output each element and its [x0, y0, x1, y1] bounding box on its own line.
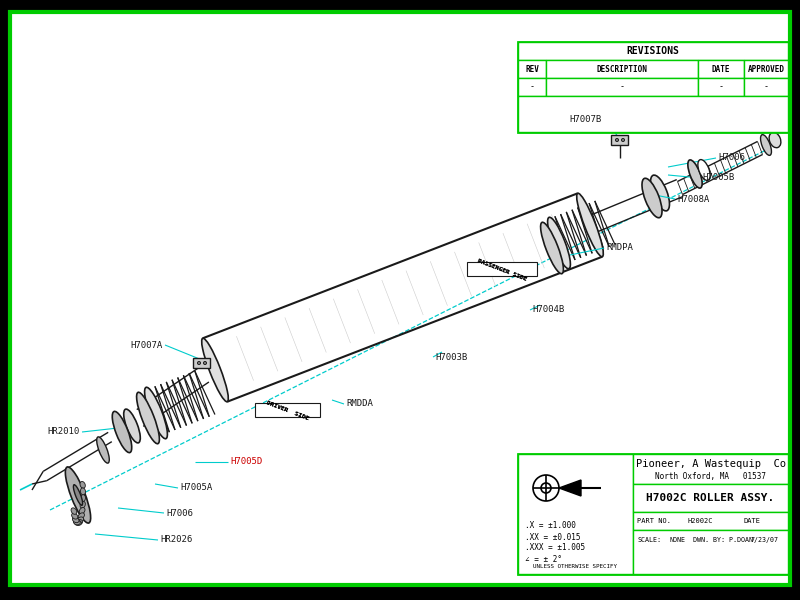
Ellipse shape — [761, 134, 771, 155]
Text: -: - — [619, 82, 625, 91]
Ellipse shape — [74, 485, 82, 505]
Ellipse shape — [615, 139, 618, 142]
Text: H7007B: H7007B — [570, 115, 602, 124]
Text: DATE: DATE — [743, 518, 760, 524]
FancyBboxPatch shape — [744, 60, 788, 78]
Polygon shape — [193, 358, 210, 368]
Ellipse shape — [81, 494, 86, 502]
FancyBboxPatch shape — [518, 454, 788, 574]
Text: H7005B: H7005B — [702, 173, 734, 182]
Text: RMDDA: RMDDA — [346, 400, 373, 409]
Text: .XX = ±0.015: .XX = ±0.015 — [525, 533, 581, 541]
Ellipse shape — [203, 361, 206, 364]
Text: H7003B: H7003B — [435, 352, 467, 361]
Text: H7008A: H7008A — [677, 194, 710, 203]
Ellipse shape — [202, 338, 228, 402]
Text: H7007A: H7007A — [130, 340, 163, 349]
Ellipse shape — [78, 513, 85, 519]
Polygon shape — [559, 480, 581, 496]
Text: -: - — [530, 82, 534, 91]
Text: H7006: H7006 — [718, 154, 745, 163]
Ellipse shape — [77, 517, 84, 523]
Text: HR2010: HR2010 — [48, 427, 80, 437]
Ellipse shape — [66, 467, 90, 523]
FancyBboxPatch shape — [744, 78, 788, 96]
Text: SCALE:: SCALE: — [637, 537, 661, 543]
Ellipse shape — [541, 222, 563, 274]
Ellipse shape — [137, 392, 159, 444]
Text: North Oxford, MA   01537: North Oxford, MA 01537 — [655, 472, 766, 481]
Text: DRIVER  SIDE: DRIVER SIDE — [266, 401, 310, 421]
Text: Pioneer, A Wastequip  Co: Pioneer, A Wastequip Co — [635, 459, 786, 469]
FancyBboxPatch shape — [518, 42, 788, 60]
Text: H7005D: H7005D — [230, 457, 262, 467]
Text: REV: REV — [525, 64, 539, 73]
Ellipse shape — [642, 178, 662, 218]
FancyBboxPatch shape — [518, 78, 546, 96]
Ellipse shape — [145, 387, 167, 439]
Ellipse shape — [97, 437, 110, 463]
Text: ∠ = ± 2°: ∠ = ± 2° — [525, 554, 562, 563]
Text: DATE: DATE — [712, 64, 730, 73]
Text: H7006: H7006 — [166, 509, 193, 517]
FancyBboxPatch shape — [633, 454, 788, 484]
Polygon shape — [611, 135, 628, 145]
FancyBboxPatch shape — [633, 484, 788, 512]
Text: PART NO.: PART NO. — [637, 518, 671, 524]
FancyBboxPatch shape — [518, 454, 633, 574]
Text: H7004B: H7004B — [532, 305, 564, 314]
Text: HR2026: HR2026 — [160, 535, 192, 545]
Text: REVISIONS: REVISIONS — [626, 46, 679, 56]
FancyBboxPatch shape — [518, 60, 546, 78]
FancyBboxPatch shape — [546, 60, 698, 78]
Ellipse shape — [650, 175, 670, 211]
Ellipse shape — [547, 217, 570, 269]
FancyBboxPatch shape — [518, 42, 788, 132]
Ellipse shape — [76, 520, 82, 524]
Text: H2002C: H2002C — [687, 518, 713, 524]
Ellipse shape — [79, 508, 85, 514]
FancyBboxPatch shape — [255, 403, 320, 417]
Text: DRIVER  SIDE: DRIVER SIDE — [266, 401, 310, 421]
FancyBboxPatch shape — [546, 78, 698, 96]
Text: DWN. BY: P.DOAN: DWN. BY: P.DOAN — [693, 537, 753, 543]
Text: H7005A: H7005A — [180, 484, 212, 493]
FancyBboxPatch shape — [633, 530, 788, 574]
Ellipse shape — [80, 502, 86, 508]
Ellipse shape — [769, 132, 781, 148]
Text: .XXX = ±1.005: .XXX = ±1.005 — [525, 544, 585, 553]
Ellipse shape — [73, 517, 79, 523]
Ellipse shape — [688, 160, 702, 188]
Text: H7002C ROLLER ASSY.: H7002C ROLLER ASSY. — [646, 493, 774, 503]
Text: DESCRIPTION: DESCRIPTION — [597, 64, 647, 73]
Ellipse shape — [72, 513, 78, 519]
Ellipse shape — [112, 412, 132, 452]
Text: PASSENGER SIDE: PASSENGER SIDE — [477, 258, 527, 282]
Text: NONE: NONE — [669, 537, 685, 543]
Text: 7/23/07: 7/23/07 — [751, 537, 779, 543]
FancyBboxPatch shape — [633, 512, 788, 530]
Ellipse shape — [74, 520, 80, 525]
FancyBboxPatch shape — [698, 60, 744, 78]
FancyBboxPatch shape — [467, 262, 537, 276]
Ellipse shape — [622, 139, 625, 142]
Ellipse shape — [198, 361, 201, 364]
Ellipse shape — [577, 193, 603, 257]
Ellipse shape — [698, 160, 710, 181]
Text: UNLESS OTHERWISE SPECIFY: UNLESS OTHERWISE SPECIFY — [533, 563, 617, 569]
Text: PASSENGER SIDE: PASSENGER SIDE — [477, 258, 527, 282]
Text: RMDPA: RMDPA — [606, 244, 633, 253]
Text: -: - — [763, 82, 769, 91]
FancyBboxPatch shape — [698, 78, 744, 96]
Ellipse shape — [124, 409, 140, 443]
Ellipse shape — [71, 508, 77, 514]
Ellipse shape — [74, 520, 82, 526]
Text: .X = ±1.000: .X = ±1.000 — [525, 521, 576, 530]
FancyBboxPatch shape — [518, 96, 788, 132]
Ellipse shape — [81, 488, 86, 495]
Ellipse shape — [80, 481, 86, 488]
Text: -: - — [718, 82, 723, 91]
Text: APPROVED: APPROVED — [747, 64, 785, 73]
